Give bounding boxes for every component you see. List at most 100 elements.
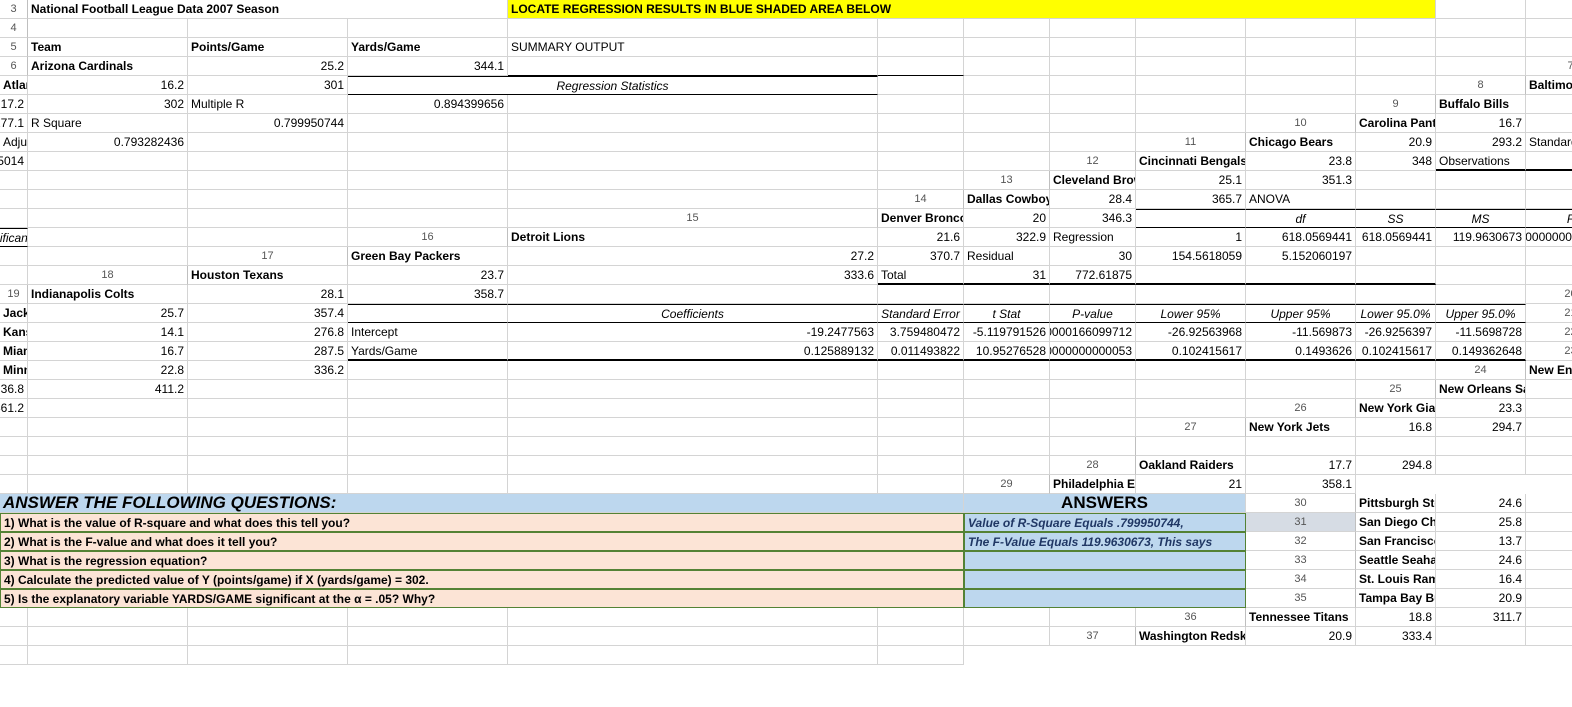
row-header[interactable]: 33 <box>1246 551 1356 570</box>
points-cell[interactable]: 14.1 <box>28 323 188 342</box>
empty-cell[interactable] <box>0 247 28 266</box>
empty-cell[interactable] <box>508 19 878 38</box>
points-cell[interactable]: 25.8 <box>1436 513 1526 532</box>
regression-cell[interactable]: 0.102415617 <box>1356 342 1436 361</box>
empty-cell[interactable] <box>1526 190 1572 209</box>
empty-cell[interactable] <box>508 456 878 475</box>
empty-cell[interactable] <box>0 418 28 437</box>
answer-header[interactable]: ANSWER THE FOLLOWING QUESTIONS: <box>0 494 964 513</box>
empty-cell[interactable] <box>1136 19 1246 38</box>
answer-cell[interactable] <box>964 570 1246 589</box>
points-cell[interactable]: 22.8 <box>28 361 188 380</box>
regression-cell[interactable]: MS <box>1436 209 1526 228</box>
team-name[interactable]: Atlanta Falcons <box>0 76 28 95</box>
question-cell[interactable]: 1) What is the value of R-square and wha… <box>0 513 964 532</box>
points-cell[interactable]: 20.9 <box>1436 589 1526 608</box>
empty-cell[interactable] <box>1356 171 1436 190</box>
regression-cell[interactable] <box>1136 266 1246 285</box>
empty-cell[interactable] <box>964 133 1050 152</box>
points-cell[interactable]: 24.6 <box>1436 494 1526 513</box>
empty-cell[interactable] <box>28 437 188 456</box>
yards-cell[interactable]: 346.3 <box>1050 209 1136 228</box>
empty-cell[interactable] <box>348 608 508 627</box>
empty-cell[interactable] <box>1136 114 1246 133</box>
regression-cell[interactable]: 618.0569441 <box>1356 228 1436 247</box>
team-name[interactable]: Seattle Seahawks <box>1356 551 1436 570</box>
empty-cell[interactable] <box>878 475 964 494</box>
points-cell[interactable]: 23.3 <box>1436 399 1526 418</box>
row-header[interactable]: 31 <box>1246 513 1356 532</box>
empty-cell[interactable] <box>1246 38 1356 57</box>
empty-cell[interactable] <box>348 437 508 456</box>
empty-cell[interactable] <box>508 114 878 133</box>
yards-cell[interactable]: 315.2 <box>1526 513 1572 532</box>
banner-cell[interactable]: LOCATE REGRESSION RESULTS IN BLUE SHADED… <box>508 0 1436 19</box>
regression-cell[interactable]: 1 <box>1136 228 1246 247</box>
empty-cell[interactable] <box>1136 95 1246 114</box>
empty-cell[interactable] <box>1526 247 1572 266</box>
empty-cell[interactable] <box>348 133 508 152</box>
row-header[interactable]: 10 <box>1246 114 1356 133</box>
empty-cell[interactable] <box>1050 380 1136 399</box>
yards-cell[interactable]: 358.1 <box>1246 475 1356 494</box>
empty-cell[interactable] <box>28 608 188 627</box>
empty-cell[interactable] <box>508 608 878 627</box>
regression-cell[interactable]: 10.95276528 <box>964 342 1050 361</box>
answer-cell[interactable]: The F-Value Equals 119.9630673, This say… <box>964 532 1246 551</box>
regression-cell[interactable]: SS <box>1356 209 1436 228</box>
regression-cell[interactable]: Residual <box>964 247 1050 266</box>
regression-cell[interactable]: Yards/Game <box>348 342 508 361</box>
empty-cell[interactable] <box>508 171 878 190</box>
empty-cell[interactable] <box>1050 114 1136 133</box>
empty-cell[interactable] <box>964 627 1050 646</box>
regression-cell[interactable]: -19.2477563 <box>508 323 878 342</box>
points-cell[interactable]: 24.6 <box>1436 551 1526 570</box>
team-name[interactable]: Tennessee Titans <box>1246 608 1356 627</box>
regression-cell[interactable] <box>1246 266 1356 285</box>
answer-cell[interactable] <box>964 589 1246 608</box>
row-header[interactable]: 13 <box>964 171 1050 190</box>
regression-cell[interactable]: Coefficients <box>508 304 878 323</box>
empty-cell[interactable] <box>1136 399 1246 418</box>
empty-cell[interactable] <box>878 437 964 456</box>
yards-cell[interactable]: 277.1 <box>0 114 28 133</box>
empty-cell[interactable] <box>878 608 964 627</box>
regression-cell[interactable] <box>348 304 508 323</box>
empty-cell[interactable] <box>348 361 508 380</box>
empty-cell[interactable] <box>508 133 878 152</box>
empty-cell[interactable] <box>964 57 1050 76</box>
regression-cell[interactable]: 0.799950744 <box>188 114 348 133</box>
regression-cell[interactable] <box>1356 247 1436 266</box>
team-name[interactable]: Buffalo Bills <box>1436 95 1526 114</box>
team-name[interactable]: Washington Redskins <box>1136 627 1246 646</box>
empty-cell[interactable] <box>1050 19 1136 38</box>
empty-cell[interactable] <box>188 646 348 665</box>
empty-cell[interactable] <box>508 418 878 437</box>
empty-cell[interactable] <box>1526 266 1572 285</box>
empty-cell[interactable] <box>508 437 878 456</box>
regression-cell[interactable]: Adjusted R Square <box>0 133 28 152</box>
empty-cell[interactable] <box>1246 285 1356 304</box>
yards-cell[interactable]: 411.2 <box>28 380 188 399</box>
empty-cell[interactable] <box>348 418 508 437</box>
empty-cell[interactable] <box>1436 57 1526 76</box>
answer-cell[interactable]: Value of R-Square Equals .799950744, <box>964 513 1246 532</box>
team-name[interactable]: Arizona Cardinals <box>28 57 188 76</box>
empty-cell[interactable] <box>1246 361 1356 380</box>
team-name[interactable]: Carolina Panthers <box>1356 114 1436 133</box>
regression-cell[interactable]: Total <box>878 266 964 285</box>
yards-cell[interactable]: 348 <box>1356 152 1436 171</box>
yards-cell[interactable]: 311.7 <box>1436 608 1526 627</box>
points-cell[interactable]: 17.2 <box>0 95 28 114</box>
points-cell[interactable]: 16.7 <box>28 342 188 361</box>
team-name[interactable]: Cincinnati Bengals <box>1136 152 1246 171</box>
team-name[interactable]: Chicago Bears <box>1246 133 1356 152</box>
empty-cell[interactable] <box>188 209 348 228</box>
team-name[interactable]: Miami Dolphins <box>0 342 28 361</box>
empty-cell[interactable] <box>1246 76 1356 95</box>
empty-cell[interactable] <box>508 399 878 418</box>
yards-cell[interactable]: 361.2 <box>0 399 28 418</box>
empty-cell[interactable] <box>348 114 508 133</box>
empty-cell[interactable] <box>1246 95 1356 114</box>
empty-cell[interactable] <box>878 171 964 190</box>
